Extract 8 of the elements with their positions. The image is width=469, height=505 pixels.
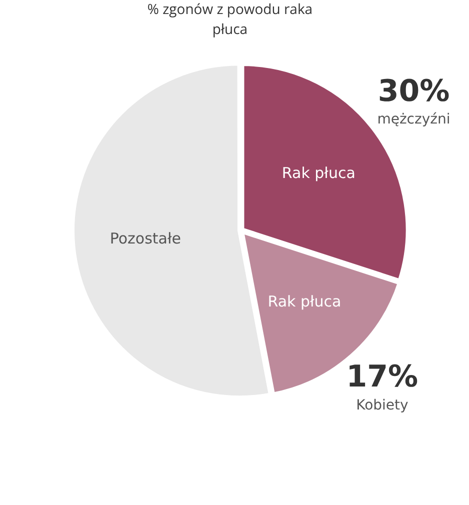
data-label: 30% — [378, 74, 450, 109]
data-label: 17% — [346, 359, 418, 394]
text: mężczyźni — [377, 112, 450, 128]
slice-label: Pozostałe — [110, 229, 181, 248]
slice-label: Rak płuca — [268, 292, 342, 310]
slice-label: Rak płuca — [282, 164, 356, 182]
chart-title: % zgonów z powodu raka płuca — [146, 0, 314, 40]
text: Kobiety — [356, 397, 408, 414]
